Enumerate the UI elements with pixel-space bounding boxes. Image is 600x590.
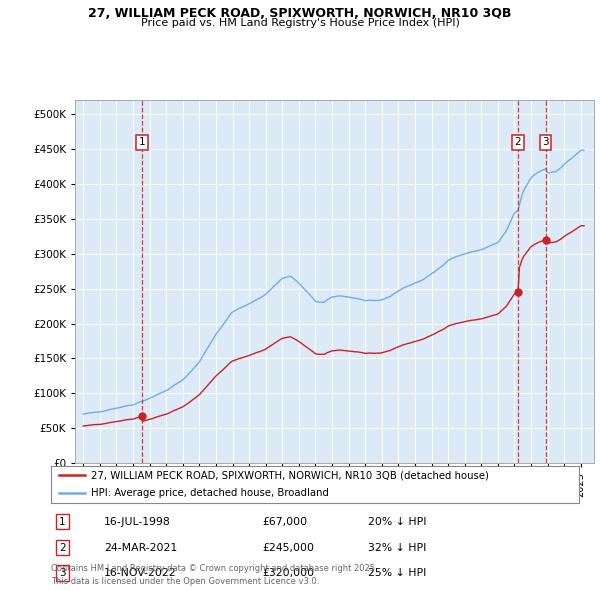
Text: 27, WILLIAM PECK ROAD, SPIXWORTH, NORWICH, NR10 3QB (detached house): 27, WILLIAM PECK ROAD, SPIXWORTH, NORWIC…	[91, 470, 488, 480]
Text: 1: 1	[59, 517, 66, 526]
Text: 1: 1	[139, 137, 145, 147]
Text: 16-NOV-2022: 16-NOV-2022	[104, 568, 176, 578]
Text: 2: 2	[515, 137, 521, 147]
Text: Price paid vs. HM Land Registry's House Price Index (HPI): Price paid vs. HM Land Registry's House …	[140, 18, 460, 28]
Text: £67,000: £67,000	[262, 517, 307, 526]
Text: £245,000: £245,000	[262, 543, 314, 552]
Text: HPI: Average price, detached house, Broadland: HPI: Average price, detached house, Broa…	[91, 488, 328, 498]
Text: 25% ↓ HPI: 25% ↓ HPI	[368, 568, 426, 578]
Text: 3: 3	[542, 137, 549, 147]
Text: 16-JUL-1998: 16-JUL-1998	[104, 517, 170, 526]
Text: Contains HM Land Registry data © Crown copyright and database right 2025.
This d: Contains HM Land Registry data © Crown c…	[51, 565, 377, 586]
Text: 3: 3	[59, 568, 66, 578]
Text: 27, WILLIAM PECK ROAD, SPIXWORTH, NORWICH, NR10 3QB: 27, WILLIAM PECK ROAD, SPIXWORTH, NORWIC…	[88, 7, 512, 20]
Text: 24-MAR-2021: 24-MAR-2021	[104, 543, 177, 552]
Text: £320,000: £320,000	[262, 568, 314, 578]
Text: 32% ↓ HPI: 32% ↓ HPI	[368, 543, 426, 552]
Text: 20% ↓ HPI: 20% ↓ HPI	[368, 517, 426, 526]
Text: 2: 2	[59, 543, 66, 552]
